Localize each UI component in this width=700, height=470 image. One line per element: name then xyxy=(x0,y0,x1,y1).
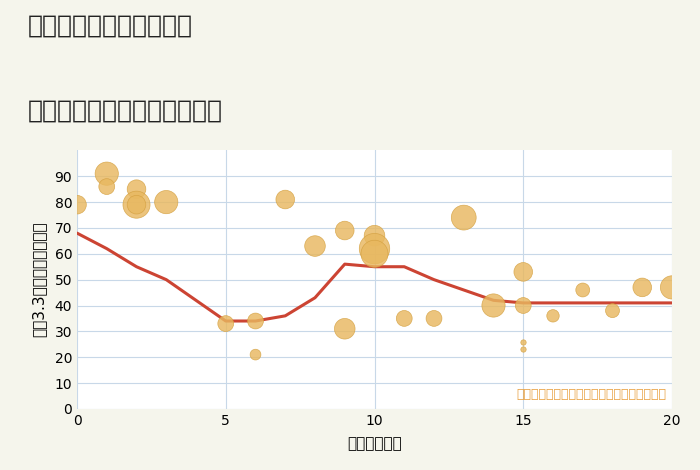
Point xyxy=(250,317,261,325)
Point xyxy=(399,315,410,322)
Y-axis label: 坪（3.3㎡）単価（万円）: 坪（3.3㎡）単価（万円） xyxy=(32,222,46,337)
Point xyxy=(279,196,291,203)
Point xyxy=(250,351,261,358)
Point xyxy=(369,245,380,252)
Text: 駅距離別中古マンション価格: 駅距離別中古マンション価格 xyxy=(28,99,223,123)
Point xyxy=(518,346,529,353)
X-axis label: 駅距離（分）: 駅距離（分） xyxy=(347,436,402,451)
Point xyxy=(160,198,172,206)
Point xyxy=(666,283,678,291)
Point xyxy=(369,250,380,258)
Point xyxy=(518,302,529,309)
Point xyxy=(369,232,380,240)
Point xyxy=(428,315,440,322)
Point xyxy=(101,170,112,178)
Point xyxy=(547,312,559,320)
Text: 円の大きさは、取引のあった物件面積を示す: 円の大きさは、取引のあった物件面積を示す xyxy=(516,388,666,401)
Point xyxy=(71,201,83,209)
Point xyxy=(577,286,588,294)
Point xyxy=(101,183,112,190)
Point xyxy=(131,201,142,209)
Point xyxy=(518,268,529,275)
Point xyxy=(339,227,350,234)
Point xyxy=(488,302,499,309)
Point xyxy=(220,320,231,327)
Point xyxy=(458,214,469,221)
Point xyxy=(637,283,648,291)
Text: 三重県鈴鹿市西庄内町の: 三重県鈴鹿市西庄内町の xyxy=(28,14,193,38)
Point xyxy=(131,201,142,209)
Point xyxy=(309,243,321,250)
Point xyxy=(339,325,350,333)
Point xyxy=(607,307,618,314)
Point xyxy=(131,185,142,193)
Point xyxy=(518,338,529,345)
